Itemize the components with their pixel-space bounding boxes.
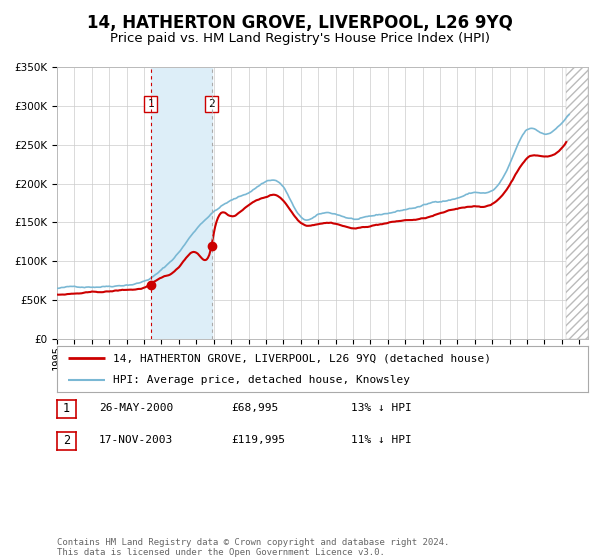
Text: 14, HATHERTON GROVE, LIVERPOOL, L26 9YQ (detached house): 14, HATHERTON GROVE, LIVERPOOL, L26 9YQ … [113,353,491,363]
Text: 2: 2 [63,434,70,447]
Text: 1: 1 [147,99,154,109]
Text: £119,995: £119,995 [231,435,285,445]
Text: 2: 2 [208,99,215,109]
Text: £68,995: £68,995 [231,403,278,413]
Bar [566,67,588,339]
Text: 17-NOV-2003: 17-NOV-2003 [99,435,173,445]
Text: Price paid vs. HM Land Registry's House Price Index (HPI): Price paid vs. HM Land Registry's House … [110,32,490,45]
Text: 1: 1 [63,402,70,416]
Bar [151,67,212,339]
Text: 13% ↓ HPI: 13% ↓ HPI [351,403,412,413]
Text: 26-MAY-2000: 26-MAY-2000 [99,403,173,413]
Bar [566,67,588,339]
Text: Contains HM Land Registry data © Crown copyright and database right 2024.
This d: Contains HM Land Registry data © Crown c… [57,538,449,557]
Text: HPI: Average price, detached house, Knowsley: HPI: Average price, detached house, Know… [113,375,410,385]
Text: 11% ↓ HPI: 11% ↓ HPI [351,435,412,445]
Text: 14, HATHERTON GROVE, LIVERPOOL, L26 9YQ: 14, HATHERTON GROVE, LIVERPOOL, L26 9YQ [87,14,513,32]
